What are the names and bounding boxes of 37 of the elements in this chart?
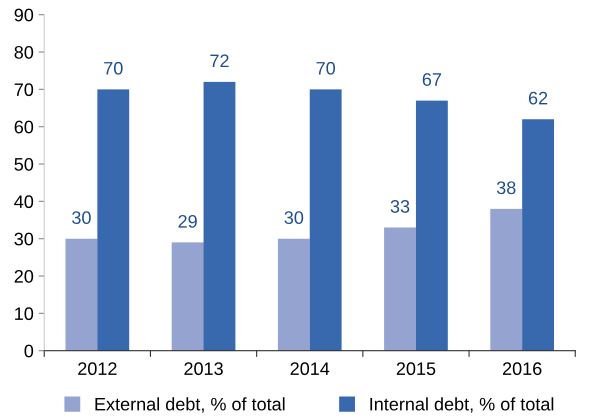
data-label: 30 — [72, 211, 91, 224]
y-tick-label: 40 — [14, 195, 34, 208]
data-label: 30 — [284, 211, 304, 224]
bar — [384, 228, 416, 351]
y-tick-label: 10 — [15, 307, 34, 320]
data-label: 62 — [528, 92, 548, 105]
bar — [490, 208, 522, 351]
data-label: 67 — [422, 73, 442, 86]
bar — [97, 89, 130, 351]
bar — [416, 100, 448, 351]
x-tick-label: 2013 — [184, 362, 223, 376]
data-label: 29 — [178, 214, 197, 228]
x-tick-label: 2016 — [502, 362, 542, 376]
x-tick-label: 2014 — [290, 362, 330, 376]
bar — [172, 242, 204, 351]
x-tick-label: 2012 — [78, 362, 117, 376]
data-label: 38 — [496, 181, 516, 194]
x-tick-label: 2015 — [396, 362, 436, 376]
data-label: 70 — [104, 62, 123, 75]
y-tick-label: 90 — [14, 8, 34, 22]
y-tick-label: 60 — [14, 120, 34, 134]
bar — [204, 82, 236, 351]
bar — [310, 89, 342, 351]
bar — [278, 238, 310, 351]
y-tick-label: 20 — [14, 270, 34, 283]
y-tick-label: 70 — [14, 83, 34, 96]
y-tick-label: 0 — [24, 344, 34, 358]
legend-label: External debt, % of total — [95, 397, 284, 413]
y-tick-label: 50 — [14, 158, 34, 171]
y-tick-label: 80 — [14, 46, 34, 59]
data-label: 33 — [390, 200, 410, 213]
bar — [65, 238, 98, 351]
data-label: 70 — [316, 62, 336, 75]
data-label: 72 — [210, 54, 229, 68]
y-tick-label: 30 — [14, 232, 34, 246]
legend-label: Internal debt, % of total — [370, 397, 554, 413]
bar — [522, 119, 554, 351]
